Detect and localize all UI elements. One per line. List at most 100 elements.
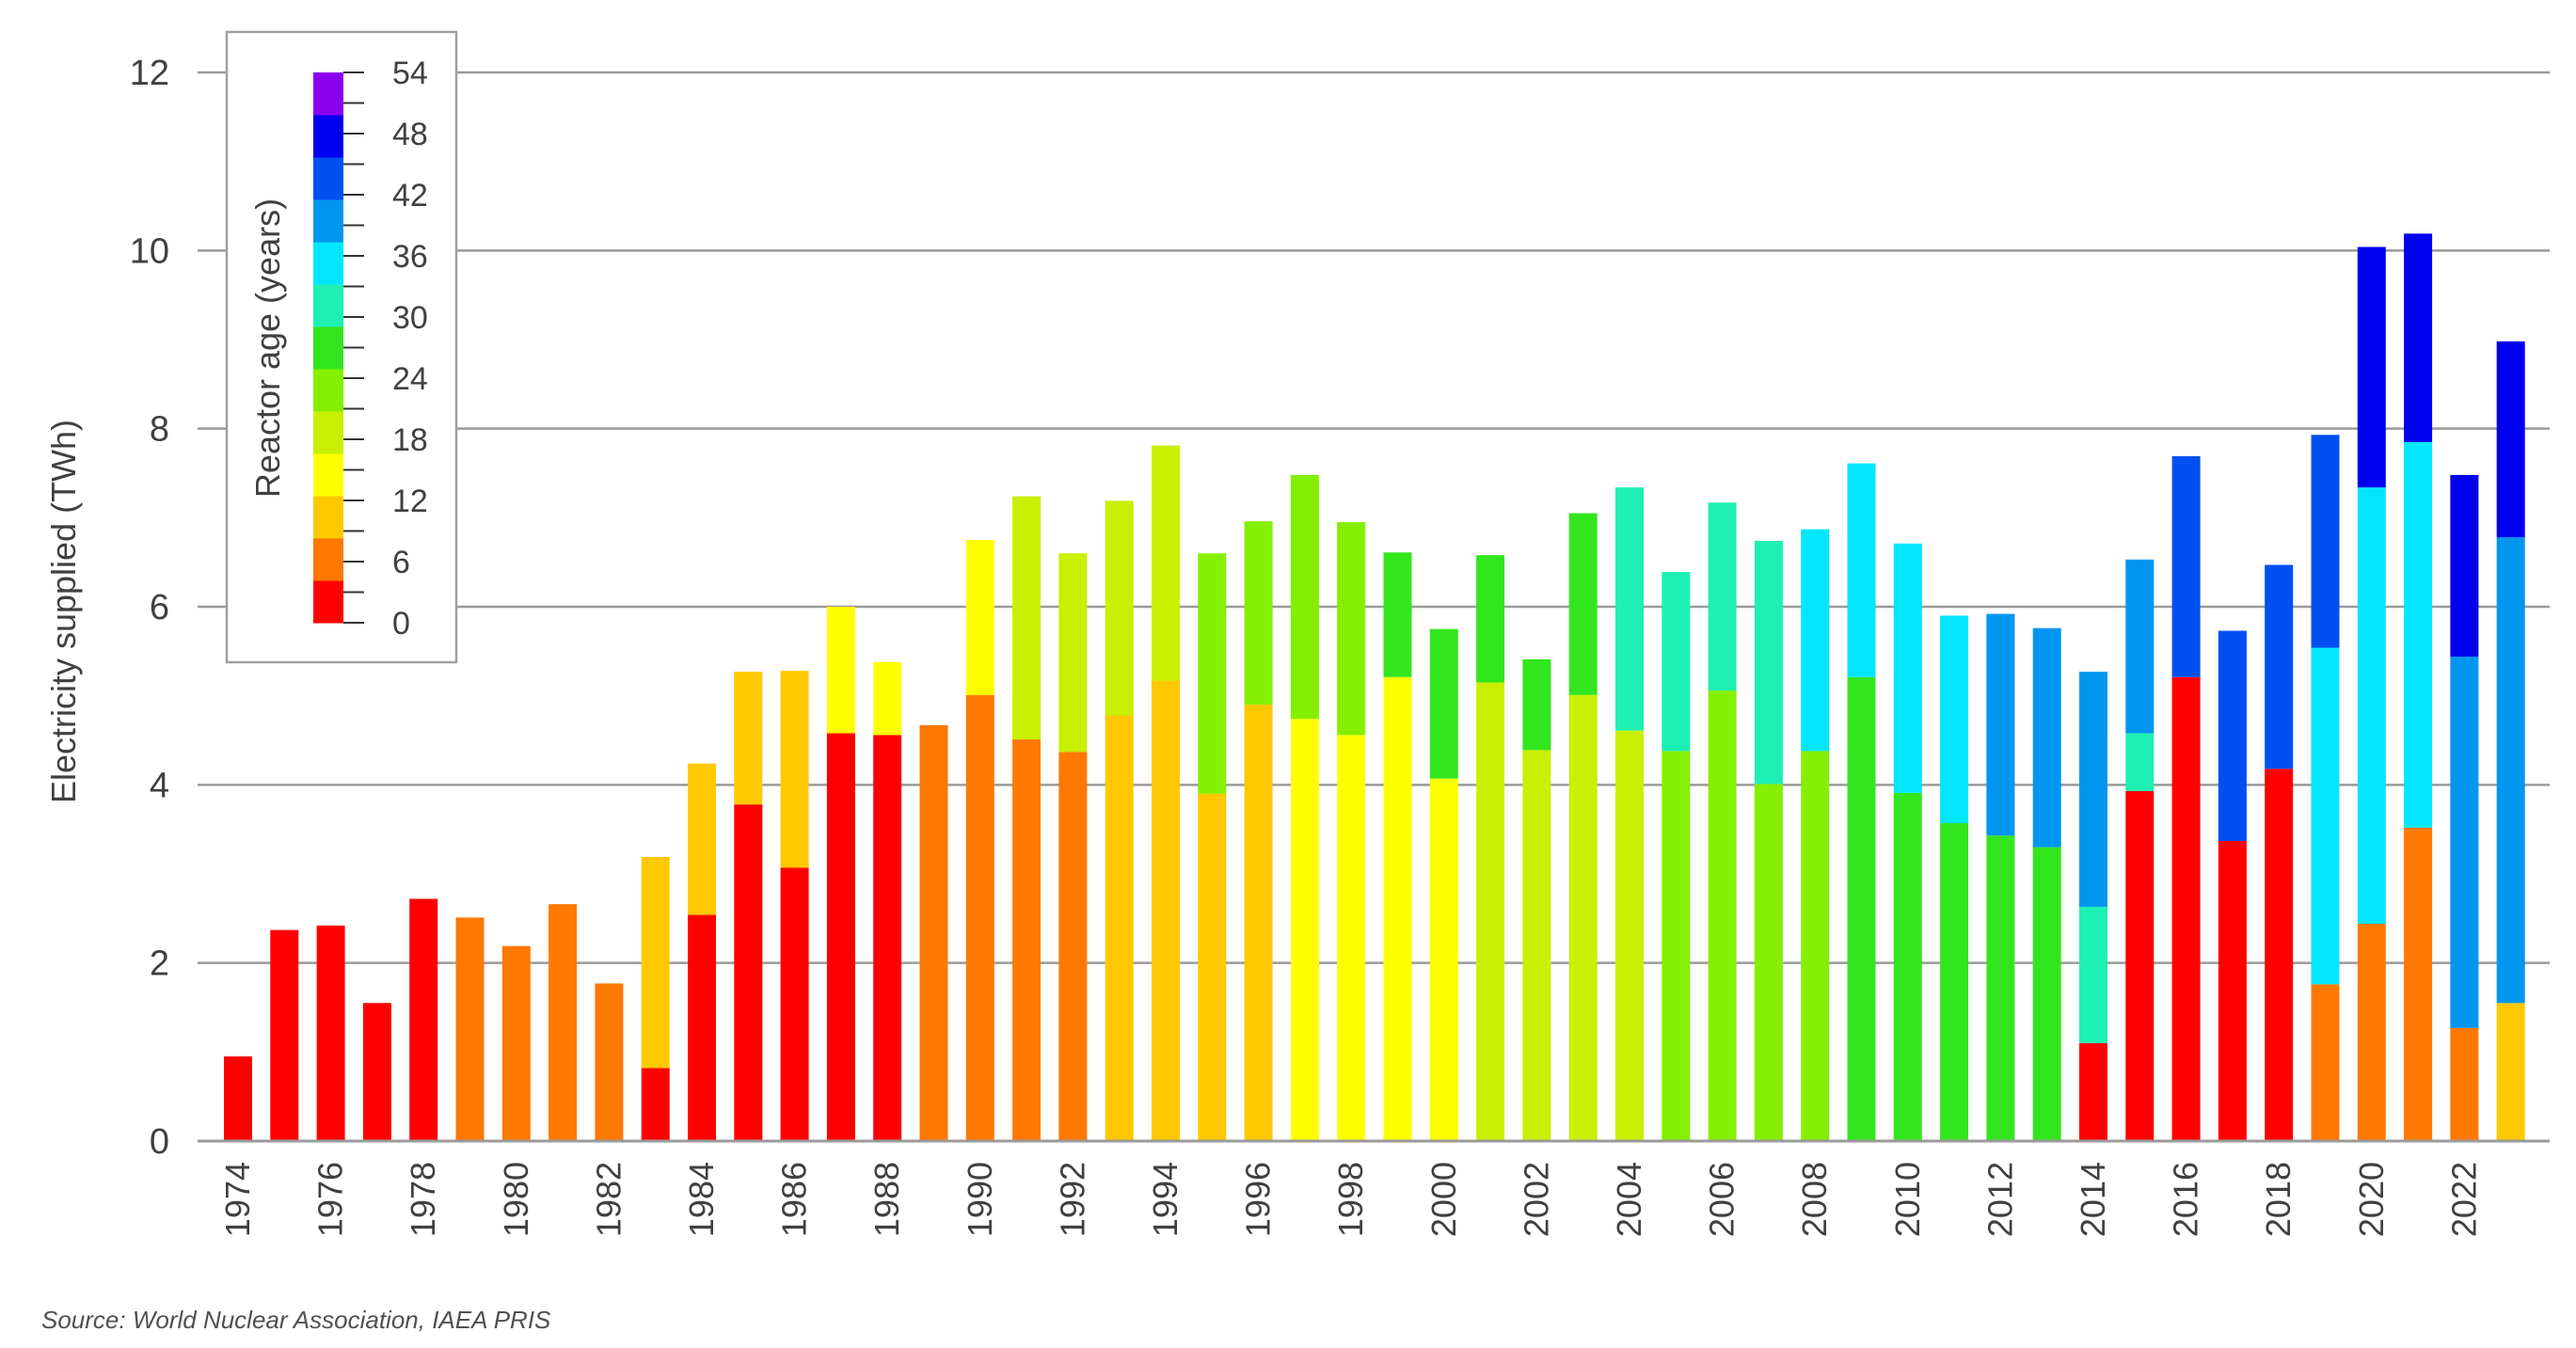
stacked-bars (224, 233, 2525, 1141)
legend-swatch (313, 157, 343, 200)
bar-segment (734, 672, 763, 805)
bar-segment (641, 1068, 670, 1141)
bar-segment (409, 898, 438, 1141)
bar-segment (1244, 521, 1273, 706)
x-tick-label: 2012 (1980, 1162, 2019, 1237)
bar-segment (2357, 246, 2386, 488)
bar-segment (1012, 496, 1042, 740)
legend-tick-label: 42 (392, 178, 428, 214)
legend-swatch (313, 580, 343, 624)
legend-tick-label: 12 (392, 484, 428, 519)
bar-segment (2218, 630, 2247, 841)
legend-tick-label: 48 (392, 117, 428, 152)
x-tick-label: 2008 (1795, 1162, 1834, 1237)
bar-segment (1662, 572, 1691, 752)
x-tick-label: 1998 (1331, 1162, 1370, 1237)
color-legend: Reactor age (years) 0 6 12 18 24 30 36 42 48 54 (225, 30, 458, 664)
bar-segment (2079, 907, 2107, 1043)
legend-swatch (313, 411, 343, 454)
bar-segment (965, 694, 994, 1141)
bar-segment (873, 661, 902, 736)
x-tick-label: 1990 (961, 1162, 999, 1237)
legend-tick-label: 36 (392, 239, 428, 275)
bar-segment (1383, 552, 1412, 677)
bar-segment (1383, 676, 1412, 1141)
bar-segment (1754, 784, 1783, 1141)
bar-segment (270, 929, 299, 1141)
bar-segment (501, 945, 531, 1141)
bar-segment (1986, 613, 2015, 836)
bar-segment (919, 724, 948, 1141)
bar-segment (2450, 657, 2479, 1028)
bar-segment (2032, 847, 2061, 1141)
bar-segment (2171, 456, 2201, 677)
legend-tick-label: 54 (392, 56, 428, 91)
x-tick-labels: 1974 1976 1978 1980 1982 1984 1986 1988 1990 1992… (218, 1162, 2483, 1237)
legend-swatch (313, 284, 343, 327)
bar-segment (1801, 529, 1830, 752)
x-tick-label: 2000 (1424, 1162, 1463, 1237)
bar-segment (316, 925, 345, 1141)
x-tick-label: 1974 (218, 1162, 257, 1237)
bar-segment (1012, 739, 1042, 1141)
x-tick-label: 1986 (775, 1162, 814, 1237)
y-tick-label: 8 (150, 410, 169, 450)
bar-segment (2496, 1003, 2525, 1141)
bar-segment (2265, 564, 2294, 769)
legend-swatch (313, 326, 343, 370)
x-tick-label: 1984 (682, 1162, 721, 1237)
bar-segment (2079, 1042, 2107, 1141)
bar-segment (2125, 790, 2155, 1141)
bar-segment (1152, 445, 1180, 681)
bar-segment (1940, 615, 1969, 824)
legend-swatch (313, 496, 343, 539)
bar-segment (2404, 827, 2433, 1141)
bar-segment (1198, 553, 1227, 794)
bar-segment (965, 540, 994, 695)
legend-swatch (313, 72, 343, 116)
bar-segment (1986, 835, 2015, 1141)
x-tick-label: 2006 (1703, 1162, 1741, 1237)
x-tick-label: 1994 (1146, 1162, 1185, 1237)
bar-segment (2311, 984, 2340, 1141)
y-tick-label: 10 (130, 231, 169, 271)
bar-segment (1568, 513, 1598, 695)
bar-segment (1847, 676, 1876, 1141)
legend-swatch (313, 199, 343, 243)
legend-tick-label: 6 (392, 545, 410, 580)
x-tick-label: 1980 (497, 1162, 535, 1237)
legend-tick-label: 18 (392, 422, 428, 458)
x-tick-label: 2004 (1610, 1162, 1648, 1237)
bar-segment (1940, 823, 1969, 1141)
bar-segment (1058, 553, 1088, 753)
x-tick-label: 2014 (2074, 1162, 2112, 1237)
bar-segment (1337, 735, 1366, 1141)
bar-segment (2311, 647, 2340, 985)
legend-tick-label: 0 (392, 606, 410, 642)
bar-segment (1198, 793, 1227, 1141)
bar-segment (1105, 715, 1134, 1141)
bar-segment (1244, 705, 1273, 1141)
legend-swatch (313, 538, 343, 581)
bar-segment (641, 857, 670, 1069)
bar-segment (1615, 730, 1644, 1141)
bar-segment (780, 671, 809, 868)
legend-swatch (313, 453, 343, 497)
legend-swatch (313, 115, 343, 158)
bar-segment (2450, 474, 2479, 658)
bar-segment (2265, 769, 2294, 1141)
bar-segment (2357, 487, 2386, 925)
x-tick-label: 1976 (311, 1162, 350, 1237)
bar-segment (1708, 690, 1737, 1141)
bar-segment (224, 1056, 252, 1141)
bar-segment (1708, 502, 1737, 690)
legend-title: Reactor age (years) (248, 198, 287, 498)
y-axis-label: Electricity supplied (TWh) (44, 420, 83, 803)
x-tick-label: 2020 (2352, 1162, 2391, 1237)
x-tick-label: 1978 (404, 1162, 442, 1237)
bar-segment (1290, 719, 1319, 1141)
bar-segment (826, 733, 855, 1141)
bar-segment (2450, 1027, 2479, 1141)
bar-segment (2404, 441, 2433, 828)
